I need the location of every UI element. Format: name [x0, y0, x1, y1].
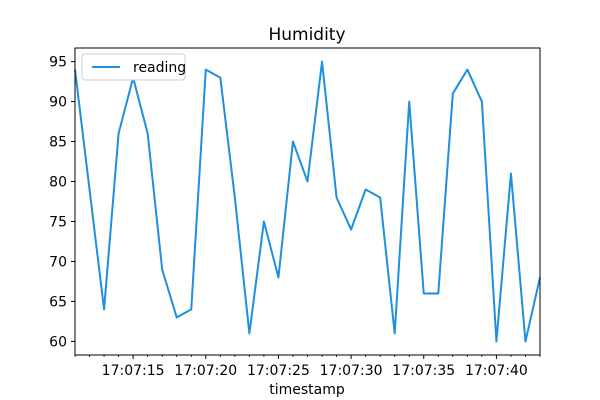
legend: reading: [81, 53, 186, 81]
y-tick-label: 65: [49, 294, 67, 310]
chart-title: Humidity: [268, 25, 345, 45]
y-tick-label: 60: [49, 334, 67, 350]
x-tick-label: 17:07:15: [102, 363, 165, 379]
x-axis-title: timestamp: [269, 382, 345, 398]
x-axis: 17:07:15 17:07:20 17:07:25 17:07:30 17:07:35…: [74, 355, 541, 379]
x-tick-label: 17:07:30: [320, 363, 383, 379]
legend-label: reading: [133, 60, 186, 76]
y-tick-label: 85: [49, 135, 67, 151]
x-tick-label: 17:07:25: [247, 363, 310, 379]
y-tick-label: 75: [49, 214, 67, 230]
y-tick-label: 90: [49, 95, 67, 111]
y-tick-label: 70: [49, 254, 67, 270]
y-tick-label: 80: [49, 175, 67, 191]
y-axis: 60 65 70 75 80 85 90 95: [49, 55, 75, 350]
legend-box: [81, 53, 186, 81]
x-tick-label: 17:07:40: [465, 363, 528, 379]
x-tick-label: 17:07:20: [174, 363, 237, 379]
x-tick-label: 17:07:35: [392, 363, 455, 379]
plot-area: [74, 60, 541, 343]
y-tick-label: 95: [49, 55, 67, 71]
series-line-reading: [74, 60, 541, 343]
